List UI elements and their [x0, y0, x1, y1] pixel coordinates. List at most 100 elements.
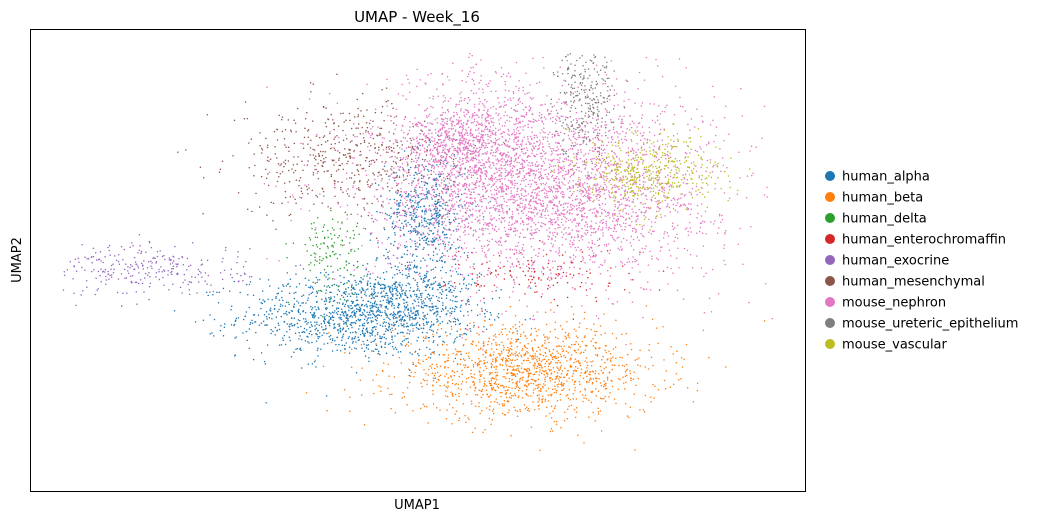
scatter-point	[448, 281, 450, 283]
scatter-point	[538, 399, 540, 401]
scatter-point	[289, 323, 291, 325]
scatter-point	[366, 339, 369, 342]
scatter-point	[557, 367, 559, 370]
scatter-point	[619, 133, 621, 135]
scatter-point	[301, 160, 303, 162]
scatter-point	[429, 297, 431, 300]
scatter-point	[245, 311, 248, 313]
scatter-point	[450, 234, 452, 236]
scatter-point	[504, 83, 507, 86]
scatter-point	[280, 118, 283, 121]
scatter-point	[444, 284, 446, 287]
scatter-point	[411, 312, 413, 315]
scatter-point	[472, 326, 475, 328]
scatter-point	[500, 384, 503, 387]
scatter-point	[548, 349, 550, 351]
scatter-point	[529, 155, 531, 158]
scatter-point	[372, 285, 375, 288]
scatter-point	[528, 368, 531, 371]
scatter-point	[677, 247, 679, 250]
scatter-point	[135, 281, 138, 283]
scatter-point	[342, 129, 344, 132]
scatter-point	[536, 350, 538, 352]
scatter-point	[363, 423, 366, 426]
scatter-point	[160, 266, 162, 268]
scatter-point	[593, 323, 595, 325]
scatter-point	[558, 200, 561, 203]
scatter-point	[441, 223, 443, 226]
scatter-point	[337, 269, 339, 271]
scatter-point	[391, 102, 393, 105]
scatter-point	[325, 256, 327, 258]
scatter-point	[364, 332, 366, 335]
scatter-point	[434, 248, 437, 250]
scatter-point	[501, 364, 504, 367]
scatter-point	[421, 221, 423, 223]
scatter-point	[435, 305, 437, 307]
scatter-point	[406, 204, 408, 206]
scatter-point	[648, 343, 651, 346]
scatter-point	[623, 115, 625, 118]
scatter-point	[605, 345, 608, 347]
scatter-point	[328, 315, 330, 318]
scatter-point	[579, 352, 582, 355]
scatter-point	[413, 324, 415, 326]
scatter-point	[409, 174, 411, 176]
scatter-point	[510, 338, 513, 340]
scatter-point	[314, 328, 317, 331]
scatter-point	[307, 128, 310, 131]
scatter-point	[503, 152, 506, 154]
scatter-point	[490, 382, 492, 385]
scatter-point	[400, 286, 402, 289]
scatter-point	[454, 287, 456, 290]
scatter-point	[374, 316, 377, 318]
scatter-point	[314, 155, 317, 158]
scatter-point	[471, 341, 474, 343]
scatter-point	[490, 366, 493, 369]
scatter-point	[281, 171, 284, 173]
scatter-point	[490, 423, 492, 426]
scatter-point	[566, 296, 569, 299]
scatter-point	[399, 318, 402, 320]
scatter-point	[526, 347, 528, 350]
scatter-point	[414, 243, 417, 245]
scatter-point	[546, 360, 548, 363]
scatter-point	[409, 287, 412, 289]
scatter-point	[394, 240, 396, 243]
scatter-point	[140, 250, 143, 253]
scatter-point	[286, 283, 289, 286]
scatter-point	[388, 303, 390, 305]
scatter-point	[473, 324, 475, 327]
scatter-point	[536, 356, 538, 358]
scatter-point	[444, 204, 446, 206]
scatter-point	[440, 259, 443, 262]
scatter-point	[534, 165, 537, 167]
scatter-point	[453, 371, 456, 374]
scatter-point	[495, 342, 497, 344]
scatter-point	[435, 315, 438, 317]
scatter-point	[369, 282, 372, 285]
scatter-point	[532, 358, 535, 360]
scatter-point	[508, 330, 511, 333]
scatter-point	[580, 193, 582, 195]
scatter-point	[572, 318, 575, 320]
scatter-point	[439, 161, 442, 164]
scatter-point	[580, 260, 582, 263]
scatter-point	[428, 233, 430, 236]
scatter-point	[427, 177, 430, 180]
scatter-point	[381, 311, 383, 314]
scatter-point	[530, 259, 533, 262]
scatter-point	[600, 144, 603, 147]
scatter-point	[428, 170, 430, 172]
scatter-point	[471, 182, 473, 184]
scatter-point	[634, 449, 636, 451]
scatter-point	[470, 369, 472, 371]
scatter-point	[559, 368, 562, 370]
scatter-point	[87, 257, 90, 260]
scatter-point	[402, 169, 405, 171]
scatter-point	[426, 380, 428, 382]
scatter-point	[380, 390, 382, 393]
scatter-point	[490, 343, 493, 345]
scatter-point	[624, 375, 627, 378]
scatter-point	[347, 160, 349, 163]
